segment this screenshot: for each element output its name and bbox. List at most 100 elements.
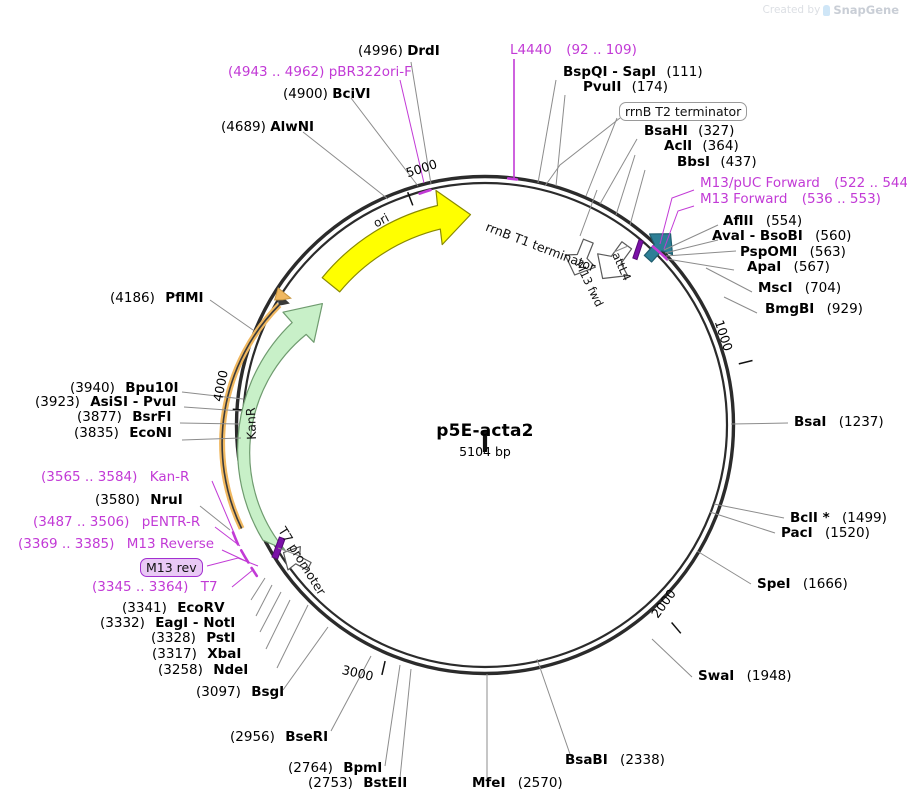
feature-rrnb-t1-terminator xyxy=(564,238,596,276)
site-swai: SwaI (1948) xyxy=(698,668,792,684)
site-m13-puc-forward: M13/pUC Forward (522 .. 544) xyxy=(700,175,907,191)
site-alwni: (4689) AlwNI xyxy=(221,119,315,135)
site-ecorv-pos: (3341) xyxy=(122,600,167,616)
site-drdi-pos: (4996) xyxy=(358,43,403,59)
site-bpmi-name: BpmI xyxy=(343,760,383,776)
site-paci: PacI (1520) xyxy=(781,526,870,541)
site-ndei: (3258) NdeI xyxy=(158,663,248,678)
site-t7-primer-name: T7 xyxy=(200,579,218,595)
site-bspqi-sapi: BspQI - SapI (111) xyxy=(563,64,703,80)
site-t7-primer: (3345 .. 3364) T7 xyxy=(92,579,218,595)
site-bspqi-sapi-pos: (111) xyxy=(666,64,703,80)
site-psti: (3328) PstI xyxy=(151,630,236,646)
primer-stub-attl4 xyxy=(632,238,644,261)
site-xbai-name: XbaI xyxy=(207,646,242,662)
site-bpu10i-pos: (3940) xyxy=(70,380,115,396)
site-aflii-name: AflII xyxy=(723,213,754,229)
site-l4440: L4440 (92 .. 109) xyxy=(510,42,637,58)
plasmid-length: 5104 bp xyxy=(459,444,511,459)
site-econi-pos: (3835) xyxy=(74,425,119,441)
site-bpmi: (2764) BpmI xyxy=(288,760,383,776)
site-swai-pos: (1948) xyxy=(746,668,792,684)
site-pspomi-name: PspOMI xyxy=(740,244,798,260)
site-bseri-name: BseRI xyxy=(285,729,329,745)
site-spei-name: SpeI xyxy=(757,576,791,592)
site-bsrfi: (3877) BsrFI xyxy=(77,410,171,425)
boxed-label-m13-rev: M13 rev xyxy=(140,558,203,578)
site-bsabi-pos: (2338) xyxy=(620,752,665,768)
site-asisi-pvui: (3923) AsiSI - PvuI xyxy=(35,394,177,410)
site-asisi-pvui-pos: (3923) xyxy=(35,394,80,410)
site-kan-r-pos: (3565 .. 3584) xyxy=(41,469,138,485)
site-psti-name: PstI xyxy=(206,630,236,646)
site-bcli-pos: (1499) xyxy=(842,510,887,526)
site-pspomi: PspOMI (563) xyxy=(740,244,846,260)
site-pentr-r-name: pENTR-R xyxy=(141,514,201,530)
site-eagi-noti: (3332) EagI - NotI xyxy=(100,615,236,631)
feature-kanr xyxy=(237,303,323,551)
site-acli: AclI (364) xyxy=(664,138,739,154)
site-bmgbi: BmgBI (929) xyxy=(765,301,863,317)
site-mfei: MfeI (2570) xyxy=(472,776,563,791)
site-msci-pos: (704) xyxy=(804,280,842,296)
site-m13-puc-forward-name: M13/pUC Forward xyxy=(700,175,820,191)
feature-m13-fwd xyxy=(597,241,633,280)
site-m13-forward-name: M13 Forward xyxy=(700,191,788,207)
site-m13-reverse-pos: (3369 .. 3385) xyxy=(18,536,115,552)
site-bpmi-pos: (2764) xyxy=(288,760,333,776)
site-bmgbi-pos: (929) xyxy=(826,301,863,317)
site-pflmi: (4186) PflMI xyxy=(110,290,204,306)
site-pvuii-name: PvuII xyxy=(583,79,622,95)
site-alwni-pos: (4689) xyxy=(221,119,266,135)
site-msci: MscI (704) xyxy=(758,280,842,296)
site-pbr322ori-f-pos: (4943 .. 4962) xyxy=(228,64,325,80)
site-m13-puc-forward-pos: (522 .. 544) xyxy=(834,175,907,191)
site-acli-pos: (364) xyxy=(702,138,739,154)
scale-ticks xyxy=(232,191,753,676)
site-bsahi-name: BsaHI xyxy=(644,123,688,139)
site-acli-name: AclI xyxy=(664,138,693,154)
site-pflmi-name: PflMI xyxy=(165,290,204,306)
site-drdi-name: DrdI xyxy=(407,43,440,59)
site-bsai-pos: (1237) xyxy=(838,414,884,430)
site-bsabi: BsaBI (2338) xyxy=(565,752,665,768)
site-bsai-name: BsaI xyxy=(794,414,827,430)
site-m13-reverse-name: M13 Reverse xyxy=(126,536,215,552)
site-pvuii: PvuII (174) xyxy=(583,79,668,95)
site-l4440-name: L4440 xyxy=(510,42,552,58)
watermark-brand: SnapGene xyxy=(833,3,899,17)
boxed-label-rrnb-t2-terminator: rrnB T2 terminator xyxy=(619,102,748,122)
leader-lines xyxy=(179,59,789,779)
site-bbsi: BbsI (437) xyxy=(677,155,757,170)
primer-ring-marks xyxy=(231,177,669,578)
site-bmgbi-name: BmgBI xyxy=(765,301,815,317)
site-econi-name: EcoNI xyxy=(129,425,173,441)
site-bpu10i-name: Bpu10I xyxy=(125,380,179,396)
site-bcivi-name: BciVI xyxy=(332,86,371,102)
site-msci-name: MscI xyxy=(758,280,793,296)
site-eagi-noti-name: EagI - NotI xyxy=(155,615,236,631)
plasmid-name: p5E-acta2 xyxy=(436,421,534,441)
site-asisi-pvui-name: AsiSI - PvuI xyxy=(90,394,177,410)
site-xbai-pos: (3317) xyxy=(152,646,197,662)
site-swai-name: SwaI xyxy=(698,668,735,684)
site-bpu10i: (3940) Bpu10I xyxy=(70,380,179,396)
site-alwni-name: AlwNI xyxy=(270,119,315,135)
feature-label-kanr: KanR xyxy=(242,407,259,440)
site-drdi: (4996) DrdI xyxy=(358,43,440,59)
site-nrui-pos: (3580) xyxy=(95,492,140,508)
site-avai-bsobi-pos: (560) xyxy=(815,228,852,244)
site-bsgi-pos: (3097) xyxy=(196,684,241,700)
site-econi: (3835) EcoNI xyxy=(74,425,173,441)
plasmid-title: p5E-acta2 5104 bp xyxy=(385,421,585,459)
site-ecorv: (3341) EcoRV xyxy=(122,600,225,616)
site-bsteii-pos: (2753) xyxy=(308,775,353,791)
site-bcli: BclI * (1499) xyxy=(790,510,887,526)
site-psti-pos: (3328) xyxy=(151,630,196,646)
site-ecorv-name: EcoRV xyxy=(177,600,225,616)
site-eagi-noti-pos: (3332) xyxy=(100,615,145,631)
site-m13-forward: M13 Forward (536 .. 553) xyxy=(700,191,881,207)
site-spei: SpeI (1666) xyxy=(757,576,848,592)
feature-ori xyxy=(321,189,472,293)
